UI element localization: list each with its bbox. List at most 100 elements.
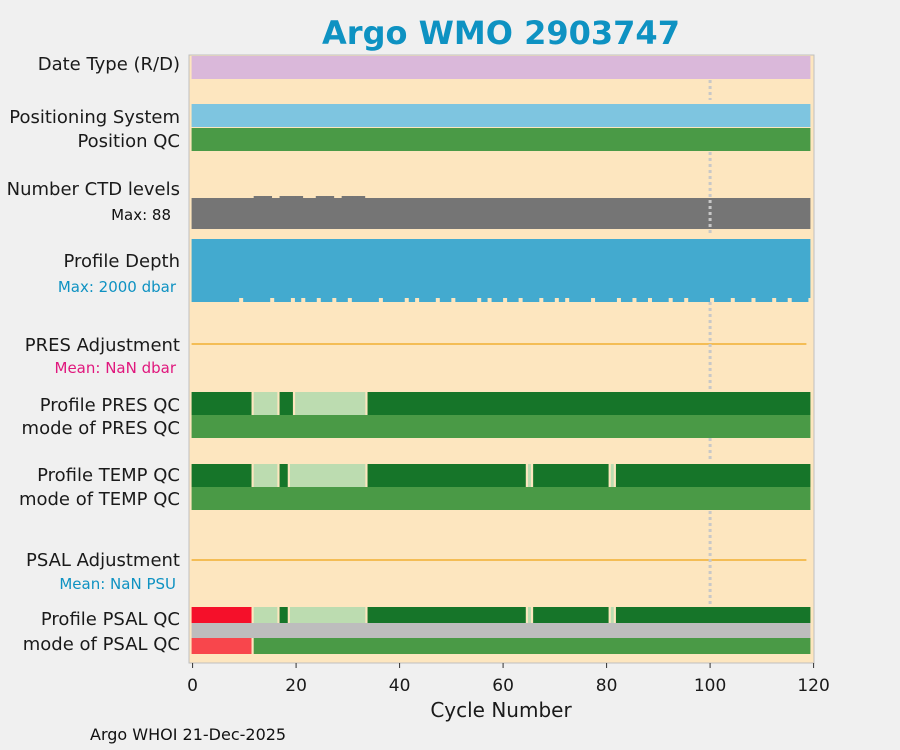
depth-gap-21 xyxy=(632,298,637,302)
depth-gap-2 xyxy=(290,298,295,302)
ctd-bump-6 xyxy=(295,196,304,199)
depth-gap-9 xyxy=(415,298,420,302)
positioning-system-label: Positioning System xyxy=(9,107,180,128)
ctd-bump-5 xyxy=(289,196,298,199)
mode-of-temp-qc-label: mode of TEMP QC xyxy=(19,489,180,510)
depth-gap-1 xyxy=(270,298,275,302)
mode-of-pres-qc-segment-0 xyxy=(191,415,811,438)
depth-gap-20 xyxy=(616,298,621,302)
profile-pres-qc-segment-4 xyxy=(367,392,811,415)
depth-gap-10 xyxy=(435,298,440,302)
x-tick-label-120: 120 xyxy=(797,676,829,696)
ctd-bump-12 xyxy=(352,196,361,199)
profile-temp-qc-segment-8 xyxy=(615,464,811,487)
ctd-bump-1 xyxy=(258,196,267,199)
chart-title: Argo WMO 2903747 xyxy=(322,14,680,52)
profile-temp-qc-segment-5 xyxy=(527,464,531,487)
mode-of-psal-qc-segment-0 xyxy=(191,638,252,654)
depth-gap-30 xyxy=(808,298,813,302)
number-ctd-levels-label: Number CTD levels xyxy=(7,179,180,200)
profile-temp-qc-segment-2 xyxy=(279,464,288,487)
x-tick-label-40: 40 xyxy=(389,676,411,696)
depth-gap-17 xyxy=(554,298,559,302)
ctd-bump-8 xyxy=(320,196,329,199)
depth-gap-5 xyxy=(332,298,337,302)
ctd-levels-layer xyxy=(191,196,811,229)
ctd-bump-11 xyxy=(346,196,355,199)
profile-pres-qc-segment-1 xyxy=(253,392,278,415)
depth-gap-27 xyxy=(751,298,756,302)
depth-gap-26 xyxy=(730,298,735,302)
profile-temp-qc-label: Profile TEMP QC xyxy=(37,465,180,486)
profile-temp-qc-segment-4 xyxy=(367,464,526,487)
x-axis: 0 20 40 60 80 100 120 xyxy=(187,663,830,696)
profile-psal-qc-label: Profile PSAL QC xyxy=(41,609,180,630)
profile-psal-qc-segment-2 xyxy=(279,607,288,623)
number-ctd-levels-summary: Max: 88 xyxy=(111,206,171,224)
mode-of-pres-qc-label: mode of PRES QC xyxy=(22,418,180,439)
profile-pres-qc-segment-0 xyxy=(191,392,252,415)
profile-pres-qc-segment-3 xyxy=(295,392,366,415)
profile-temp-qc-segment-1 xyxy=(253,464,278,487)
position-qc-label: Position QC xyxy=(77,131,180,152)
depth-gap-13 xyxy=(487,298,492,302)
row-labels: Date Type (R/D) Positioning System Positio… xyxy=(7,54,180,655)
depth-gap-3 xyxy=(301,298,306,302)
profile-temp-qc-segment-0 xyxy=(191,464,252,487)
profile-psal-qc-segment-6 xyxy=(533,607,609,623)
x-tick-label-80: 80 xyxy=(596,676,618,696)
mode-of-temp-qc-segment-0 xyxy=(191,487,811,510)
profile-depth-bar xyxy=(191,239,811,302)
ctd-bump-10 xyxy=(341,196,350,199)
profile-temp-qc-segment-6 xyxy=(533,464,609,487)
profile-pres-qc-label: Profile PRES QC xyxy=(40,395,180,416)
pres-adjustment-label: PRES Adjustment xyxy=(25,335,180,356)
depth-gap-22 xyxy=(647,298,652,302)
plot-frame xyxy=(188,54,815,664)
ctd-bump-13 xyxy=(357,196,366,199)
depth-gap-14 xyxy=(503,298,508,302)
depth-gap-11 xyxy=(451,298,456,302)
psal-adjustment-label: PSAL Adjustment xyxy=(26,550,180,571)
psal-adjustment-summary: Mean: NaN PSU xyxy=(59,575,176,593)
profile-pres-qc-segment-2 xyxy=(279,392,293,415)
psal-qc-band xyxy=(191,623,811,638)
profile-psal-qc-segment-0 xyxy=(191,607,252,623)
depth-gap-0 xyxy=(239,298,244,302)
profile-temp-qc-segment-7 xyxy=(610,464,614,487)
profile-psal-qc-segment-4 xyxy=(367,607,526,623)
profile-temp-qc-segment-3 xyxy=(289,464,366,487)
depth-gap-19 xyxy=(591,298,596,302)
ctd-bump-9 xyxy=(326,196,335,199)
depth-gap-24 xyxy=(684,298,689,302)
profile-depth-layer xyxy=(191,239,813,302)
ctd-bump-2 xyxy=(264,196,273,199)
x-tick-label-0: 0 xyxy=(187,676,198,696)
date-type-r-d-label: Date Type (R/D) xyxy=(38,54,180,75)
profile-psal-qc-segment-3 xyxy=(289,607,366,623)
pres-adjustment-summary: Mean: NaN dbar xyxy=(55,359,177,377)
depth-gap-7 xyxy=(378,298,383,302)
profile-psal-qc-segment-1 xyxy=(253,607,278,623)
positioning-system-segment-0 xyxy=(191,104,811,127)
depth-gap-25 xyxy=(710,298,715,302)
depth-gap-15 xyxy=(518,298,523,302)
position-qc-segment-0 xyxy=(191,128,811,151)
profile-psal-qc-segment-5 xyxy=(527,607,531,623)
ctd-bump-0 xyxy=(253,196,262,199)
mode-of-psal-qc-label: mode of PSAL QC xyxy=(23,634,180,655)
depth-gap-8 xyxy=(404,298,409,302)
x-tick-label-100: 100 xyxy=(694,676,726,696)
ctd-bump-7 xyxy=(315,196,324,199)
depth-gap-28 xyxy=(772,298,777,302)
adjustment-lines xyxy=(191,343,807,561)
qc-rows xyxy=(191,56,811,654)
depth-gap-4 xyxy=(316,298,321,302)
profile-psal-qc-segment-7 xyxy=(610,607,614,623)
ctd-levels-bar xyxy=(191,198,811,229)
profile-depth-label: Profile Depth xyxy=(63,251,180,272)
profile-psal-qc-segment-8 xyxy=(615,607,811,623)
depth-gap-16 xyxy=(539,298,544,302)
date-type-r-d-segment-0 xyxy=(191,56,811,79)
